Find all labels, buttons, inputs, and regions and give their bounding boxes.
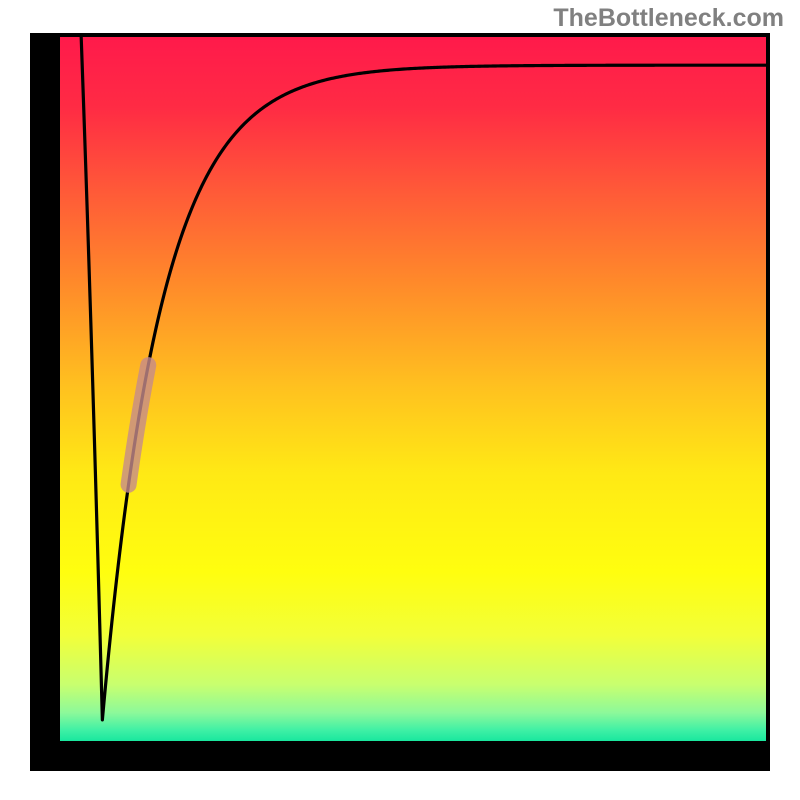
gradient-background xyxy=(60,37,766,741)
frame-bottom xyxy=(30,741,770,771)
chart-svg xyxy=(0,0,800,800)
frame-top xyxy=(30,33,770,37)
frame-left xyxy=(30,33,60,771)
frame-right xyxy=(766,33,770,771)
watermark-text: TheBottleneck.com xyxy=(553,4,784,33)
bottleneck-chart: TheBottleneck.com xyxy=(0,0,800,800)
